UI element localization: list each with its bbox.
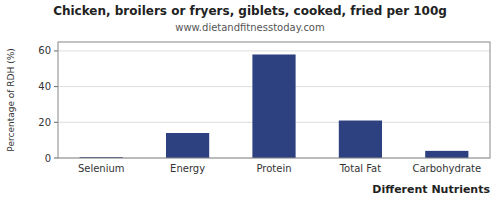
x-tick-label: Carbohydrate [412,163,481,174]
y-tick-label: 60 [38,45,51,56]
plot-frame [58,42,490,158]
title: Chicken, broilers or fryers, giblets, co… [53,4,447,18]
x-tick-label: Total Fat [339,163,381,174]
x-tick-label: Protein [256,163,291,174]
chart-container: Chicken, broilers or fryers, giblets, co… [0,0,500,200]
bar [339,121,382,158]
bars [80,54,469,158]
x-axis-label: Different Nutrients [372,183,490,196]
bar [425,151,468,158]
subtitle: www.dietandfitnesstoday.com [175,22,324,33]
x-tick-label: Energy [170,163,205,174]
y-tick-label: 40 [38,81,51,92]
chart-svg: Chicken, broilers or fryers, giblets, co… [0,0,500,200]
y-tick [54,86,58,87]
y-tick [54,158,58,159]
y-axis: 0 20 40 60 [38,45,58,163]
y-tick [54,122,58,123]
bar [166,133,209,158]
x-tick-label: Selenium [78,163,125,174]
x-axis: Selenium Energy Protein Total Fat Carbohydra… [78,163,481,174]
grid-line [58,50,490,51]
y-grid [58,51,490,158]
y-tick-label: 0 [45,153,51,164]
y-tick [54,50,58,51]
y-tick-label: 20 [38,117,51,128]
bar [252,54,295,158]
y-axis-label: Percentage of RDH (%) [6,48,16,151]
